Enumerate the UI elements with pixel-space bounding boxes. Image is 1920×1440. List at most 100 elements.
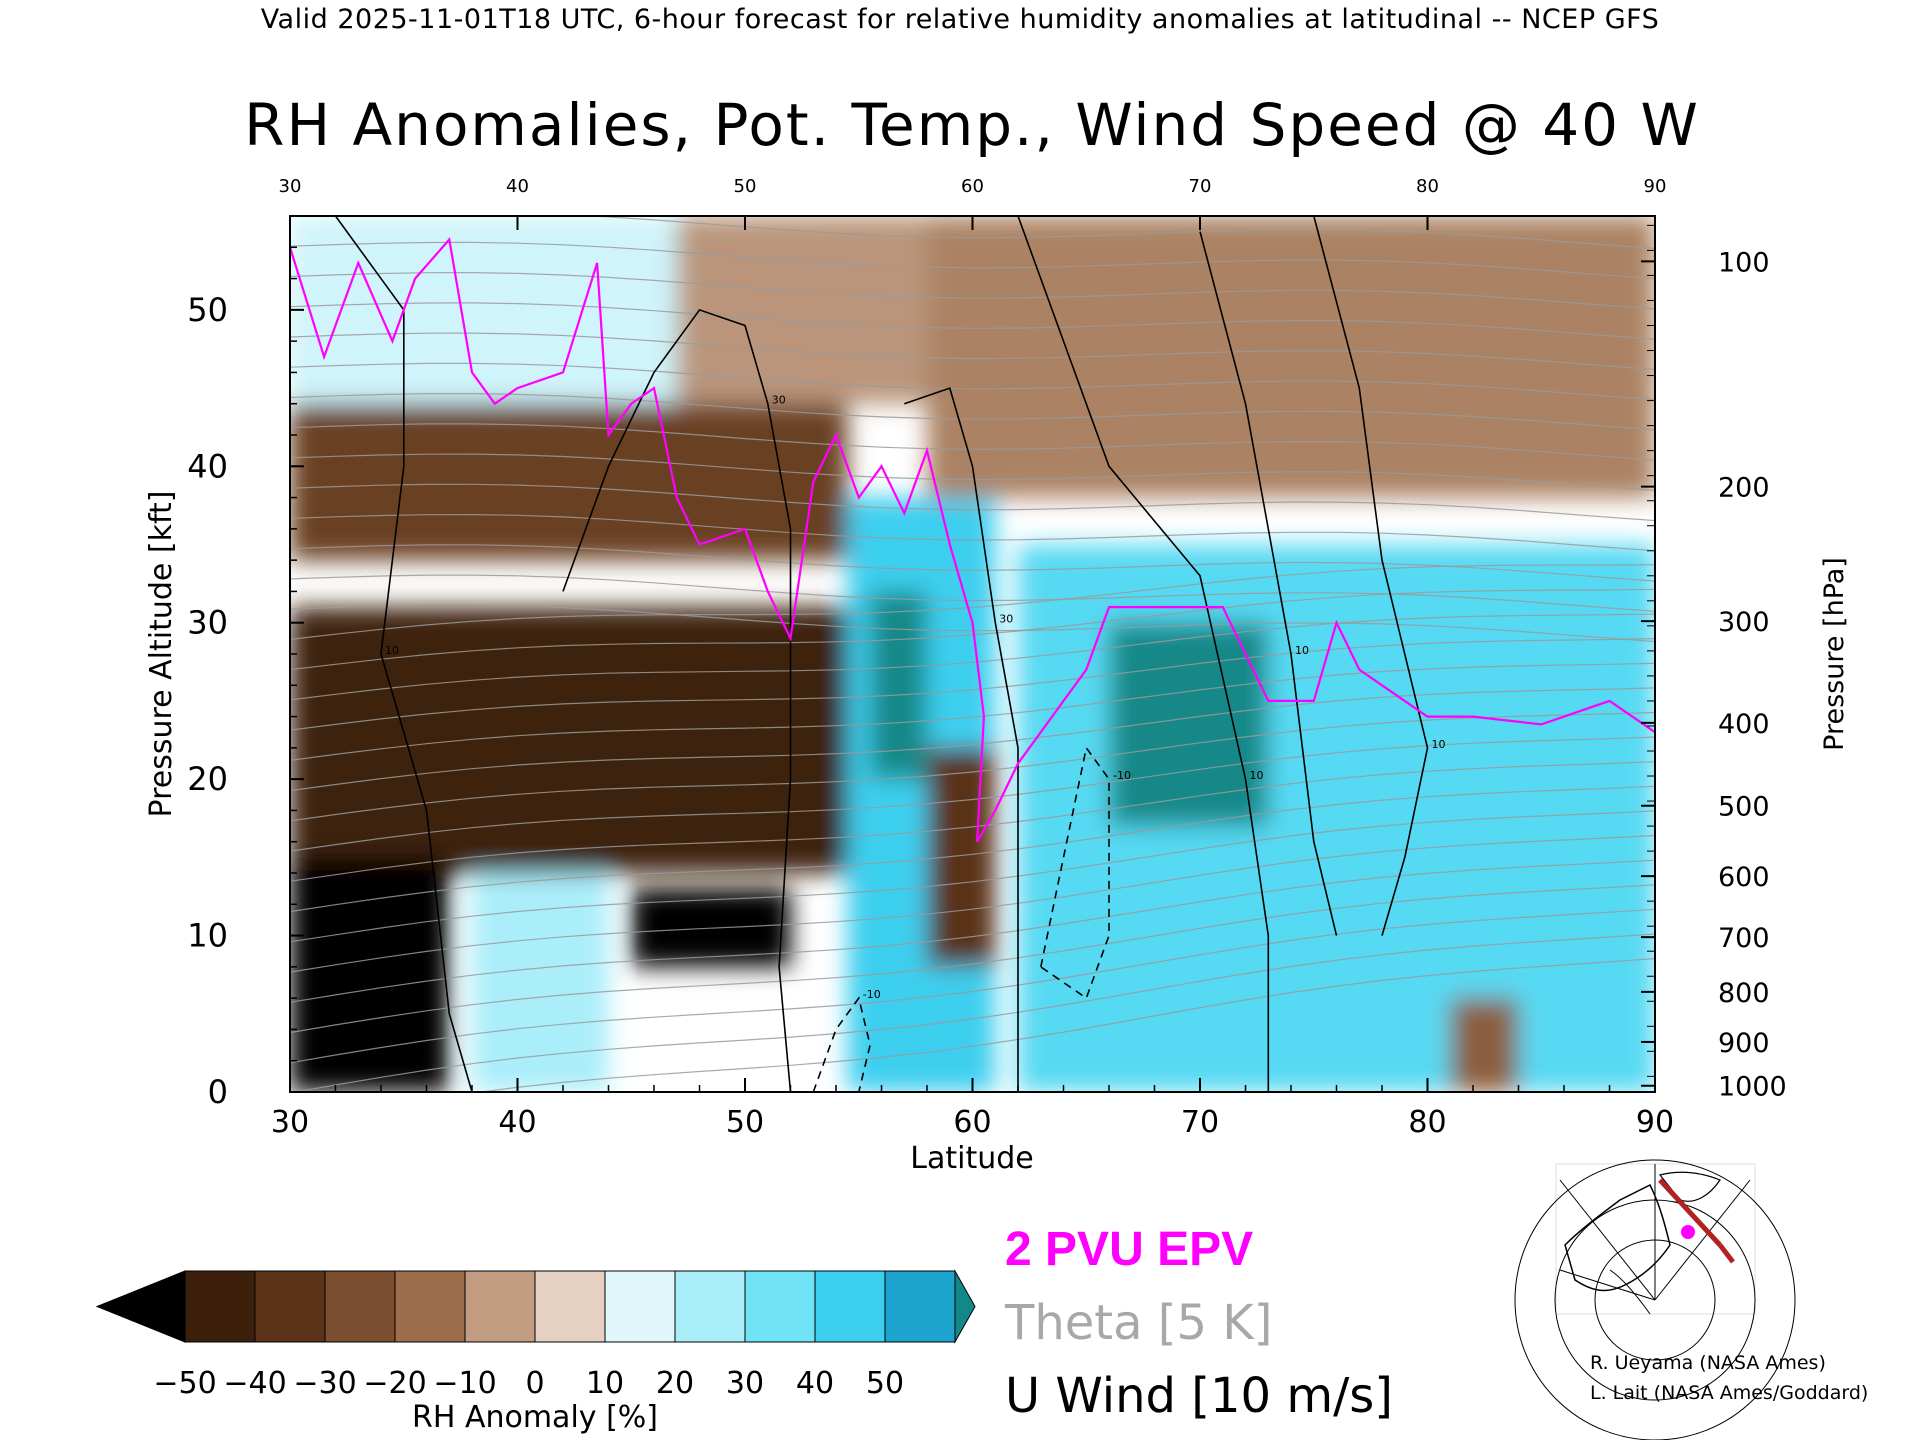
u-wind-isotachs: 10 30 30 10 10 10 -10 -10 xyxy=(334,216,1446,1092)
x-top-tick-label-60: 60 xyxy=(961,176,984,197)
y-tick-label-30: 30 xyxy=(187,604,228,642)
colorbar-swatch-6 xyxy=(534,1270,606,1343)
pressure-tick-label-100: 100 xyxy=(1718,247,1770,278)
pressure-tick-label-300: 300 xyxy=(1718,607,1770,638)
x-axis-label: Latitude xyxy=(910,1141,1033,1176)
x-tick-label-60: 60 xyxy=(953,1105,991,1140)
pressure-tick-label-700: 700 xyxy=(1718,923,1770,954)
x-top-tick-label-70: 70 xyxy=(1189,176,1212,197)
colorbar-tick-label-9: 40 xyxy=(796,1366,834,1401)
forecast-header: Valid 2025-11-01T18 UTC, 6-hour forecast… xyxy=(260,4,1660,35)
rh-region-13 xyxy=(1450,998,1519,1092)
x-top-tick-label-40: 40 xyxy=(506,176,529,197)
x-tick-label-90: 90 xyxy=(1636,1105,1674,1140)
colorbar-tick-label-5: 0 xyxy=(525,1366,544,1401)
colorbar-tick-label-3: −20 xyxy=(363,1366,426,1401)
theta-385K-contour xyxy=(290,423,1655,461)
rh-region-4 xyxy=(290,607,848,873)
pressure-tick-label-800: 800 xyxy=(1718,978,1770,1009)
x-tick-label-70: 70 xyxy=(1181,1105,1219,1140)
u-wind-label-0: 10 xyxy=(385,644,399,657)
legend-u-wind: U Wind [10 m/s] xyxy=(1005,1368,1394,1424)
colorbar-swatch-9 xyxy=(744,1270,816,1343)
y-tick-label-40: 40 xyxy=(187,447,228,485)
colorbar-swatch-1 xyxy=(184,1270,256,1343)
pressure-tick-label-500: 500 xyxy=(1718,792,1770,823)
theta-340K-contour xyxy=(290,613,1655,701)
colorbar-label: RH Anomaly [%] xyxy=(412,1400,658,1435)
y-axis-label-left: Pressure Altitude [kft] xyxy=(144,491,179,818)
colorbar-swatch-8 xyxy=(674,1270,746,1343)
colorbar-tick-label-4: −10 xyxy=(433,1366,496,1401)
y-tick-label-50: 50 xyxy=(187,291,228,329)
colorbar-high-arrow xyxy=(954,1269,976,1344)
rh-region-2 xyxy=(927,216,1655,498)
theta-405K-contour xyxy=(290,302,1655,340)
y-tick-label-0: 0 xyxy=(208,1073,228,1111)
theta-415K-contour xyxy=(290,241,1655,280)
u-wind-label-1: 30 xyxy=(772,394,786,407)
x-top-tick-label-90: 90 xyxy=(1644,176,1667,197)
theta-320K-contour xyxy=(290,711,1655,822)
x-top-tick-label-50: 50 xyxy=(734,176,757,197)
legend-theta: Theta [5 K] xyxy=(1005,1295,1273,1351)
rh-region-9 xyxy=(870,591,927,780)
u-wind-isotach-4 xyxy=(1199,231,1338,936)
theta-420K-contour xyxy=(290,216,1655,249)
theta-370K-contour xyxy=(290,513,1655,552)
rh-region-12 xyxy=(1109,622,1269,827)
axes: 3030404050506060707080809090010203040501… xyxy=(144,176,1850,1176)
u-wind-isotach-1 xyxy=(562,308,792,1092)
colorbar-swatch-4 xyxy=(394,1270,466,1343)
u-wind-isotach-2 xyxy=(904,387,1019,1092)
rh-region-1 xyxy=(676,216,927,404)
y-axis-label-right: Pressure [hPa] xyxy=(1819,557,1850,751)
y-tick-label-20: 20 xyxy=(187,760,228,798)
colorbar-swatch-3 xyxy=(324,1270,396,1343)
theta-285K-contour xyxy=(290,884,1655,1034)
u-wind-isotach-5 xyxy=(1313,216,1429,936)
colorbar-tick-label-7: 20 xyxy=(656,1366,694,1401)
colorbar-tick-label-0: −50 xyxy=(153,1366,216,1401)
colorbar-tick-label-1: −40 xyxy=(223,1366,286,1401)
locator-map xyxy=(1514,1159,1796,1440)
pressure-tick-label-400: 400 xyxy=(1718,709,1770,740)
u-wind-label-4: 10 xyxy=(1295,644,1309,657)
u-wind-label-6: -10 xyxy=(863,988,881,1001)
credits: R. Ueyama (NASA Ames) L. Lait (NASA Ames… xyxy=(1590,1348,1868,1408)
theta-395K-contour xyxy=(290,362,1655,401)
y-tick-label-10: 10 xyxy=(187,917,228,955)
theta-300K-contour xyxy=(290,810,1655,943)
colorbar-tick-label-2: −30 xyxy=(293,1366,356,1401)
u-wind-isotach-3 xyxy=(1017,216,1270,1092)
colorbar-tick-label-6: 10 xyxy=(586,1366,624,1401)
u-wind-label-5: 10 xyxy=(1432,738,1446,751)
legend-pv: 2 PVU EPV xyxy=(1005,1223,1254,1276)
theta-400K-contour xyxy=(290,332,1655,370)
pv-2pvu-line xyxy=(290,237,1655,843)
theta-305K-contour xyxy=(290,785,1655,913)
credit-line-1: R. Ueyama (NASA Ames) xyxy=(1590,1352,1826,1374)
x-tick-label-80: 80 xyxy=(1408,1105,1446,1140)
rh-region-3 xyxy=(290,403,848,561)
theta-380K-contour xyxy=(290,453,1655,491)
u-wind-isotach-6 xyxy=(812,996,871,1092)
colorbar-swatch-11 xyxy=(884,1270,956,1343)
theta-330K-contour xyxy=(290,662,1655,761)
pressure-tick-label-200: 200 xyxy=(1718,473,1770,504)
credit-line-2: L. Lait (NASA Ames/Goddard) xyxy=(1590,1382,1869,1404)
x-top-tick-label-80: 80 xyxy=(1416,176,1439,197)
theta-390K-contour xyxy=(290,392,1655,431)
chart-title: RH Anomalies, Pot. Temp., Wind Speed @ 4… xyxy=(244,91,1700,159)
theta-375K-contour xyxy=(290,483,1655,522)
u-wind-label-7: -10 xyxy=(1113,769,1131,782)
theta-360K-contour xyxy=(290,574,1655,612)
theta-410K-contour xyxy=(290,271,1655,310)
x-tick-label-30: 30 xyxy=(271,1105,309,1140)
u-wind-label-3: 10 xyxy=(1250,769,1264,782)
theta-365K-contour xyxy=(290,544,1655,582)
pressure-tick-label-1000: 1000 xyxy=(1718,1072,1787,1103)
rh-region-5 xyxy=(290,857,450,1092)
theta-280K-contour xyxy=(290,908,1655,1064)
x-tick-label-50: 50 xyxy=(726,1105,764,1140)
